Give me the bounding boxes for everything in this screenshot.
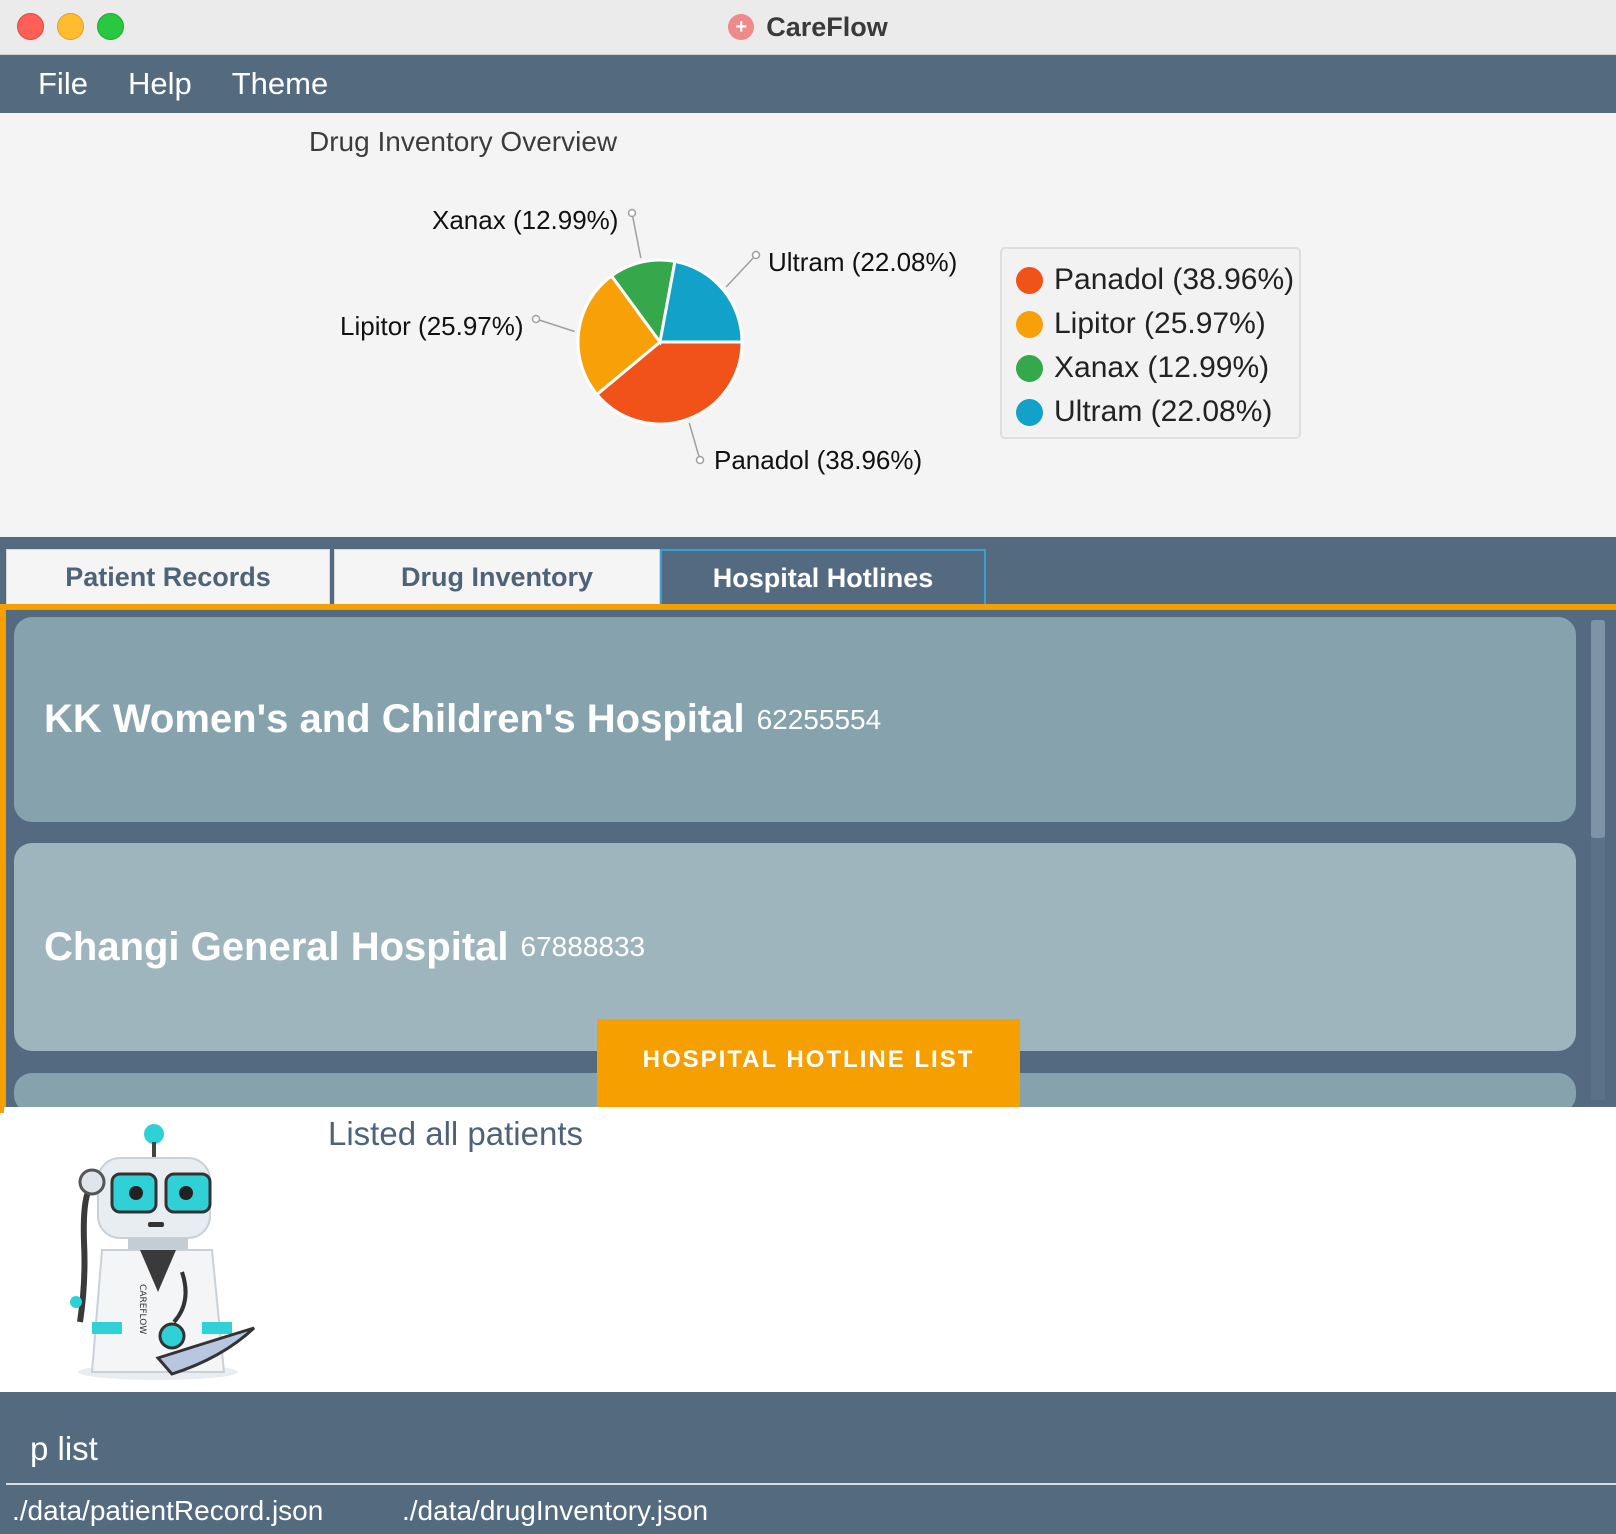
close-window-button[interactable] [17,13,44,40]
maximize-window-button[interactable] [97,13,124,40]
hotline-card[interactable]: Changi General Hospital 67888833 [14,843,1576,1051]
legend-item-xanax: Xanax (12.99%) [1016,350,1269,386]
menu-help[interactable]: Help [127,66,192,101]
result-display [4,1107,1616,1392]
tab-drug-inventory[interactable]: Drug Inventory [334,549,660,605]
result-message: Listed all patients [328,1115,583,1152]
legend-marker-xanax [1016,354,1043,382]
slice-label-xanax: Xanax (12.99%) [432,205,619,235]
legend-label-ultram: Ultram (22.08%) [1054,395,1273,428]
leader-line-ultram [725,254,757,288]
slice-label-ultram: Ultram (22.08%) [768,247,958,277]
hotline-phone: 62255554 [756,703,882,735]
status-drug-file: ./data/drugInventory.json [402,1495,709,1526]
legend-item-lipitor: Lipitor (25.97%) [1016,306,1266,342]
leader-line-panadol [688,422,701,461]
leader-line-xanax [631,212,642,259]
legend-label-lipitor: Lipitor (25.97%) [1054,307,1266,340]
legend-marker-lipitor [1016,310,1043,338]
status-patient-file: ./data/patientRecord.json [12,1495,324,1526]
pie-slice-panadol [594,340,744,426]
hotline-name: KK Women's and Children's Hospital [44,697,745,741]
pie-chart [531,208,761,465]
tab-hospital-hotlines[interactable]: Hospital Hotlines [660,549,986,605]
hotline-phone: 67888833 [520,931,646,962]
hotline-name: Changi General Hospital [44,924,509,969]
legend-label-xanax: Xanax (12.99%) [1054,351,1270,384]
leader-dot-xanax [627,208,637,218]
svg-text:CAREFLOW: CAREFLOW [137,1284,147,1334]
minimize-window-button[interactable] [57,13,84,40]
tab-patient-records[interactable]: Patient Records [6,549,330,605]
pie-slice-lipitor [576,273,663,397]
pie-slice-ultram [658,259,744,344]
chart-panel [0,113,1616,537]
menu-file[interactable]: File [38,66,88,101]
window-titlebar [0,0,1616,55]
slice-label-lipitor: Lipitor (25.97%) [340,311,524,341]
chart-legend: Panadol (38.96%) Lipitor (25.97%) Xanax … [1000,247,1301,439]
hotline-card[interactable]: KK Women's and Children's Hospital 62255… [14,617,1576,822]
status-bar [0,1487,1616,1534]
window-title: CareFlow [766,11,888,42]
command-input-underline [6,1483,1616,1485]
command-input[interactable] [0,1415,1616,1483]
legend-item-ultram: Ultram (22.08%) [1016,394,1272,430]
chart-title: Drug Inventory Overview [309,126,618,157]
legend-marker-ultram [1016,398,1043,426]
legend-label-panadol: Panadol (38.96%) [1054,263,1295,296]
leader-dot-lipitor [531,314,541,324]
leader-line-lipitor [535,318,575,333]
hotline-list-label: HOSPITAL HOTLINE LIST [597,1019,1020,1107]
slice-label-panadol: Panadol (38.96%) [714,445,923,475]
legend-item-panadol: Panadol (38.96%) [1016,262,1294,298]
list-scrollbar-thumb[interactable] [1591,620,1605,838]
leader-dot-ultram [751,250,761,260]
legend-marker-panadol [1016,266,1043,294]
menu-bar: File Help Theme [0,55,1616,113]
robot-doctor-mascot: CAREFLOW [70,1124,256,1380]
menu-theme[interactable]: Theme [231,66,329,101]
window-title-group: + CareFlow [0,0,1616,54]
medical-cross-icon: + [728,14,755,40]
leader-dot-panadol [695,455,705,465]
